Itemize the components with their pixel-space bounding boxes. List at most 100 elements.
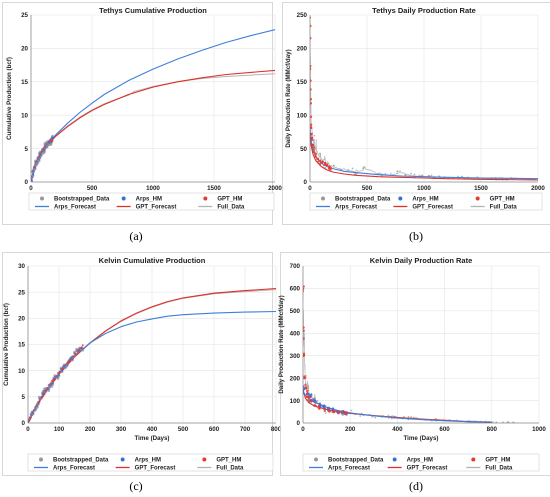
x-tick-label: 500: [178, 426, 189, 433]
x-tick-label: 1000: [532, 426, 546, 433]
bootstrapped-point: [310, 401, 313, 404]
y-tick-label: 15: [18, 342, 25, 349]
arps-hm-point: [51, 382, 54, 385]
gpt-hm-point: [310, 88, 312, 91]
gpt-hm-point: [307, 396, 310, 399]
x-axis-label: Time (Days): [135, 435, 170, 442]
gpt-hm-point: [318, 162, 322, 166]
legend-label: GPT_HM: [485, 458, 510, 464]
legend-marker: [120, 457, 125, 462]
arps-hm-point: [42, 391, 45, 394]
bootstrapped-point: [339, 168, 342, 171]
y-axis-label: Cumulative Production (bcf): [3, 303, 10, 386]
panel-frame: [2, 252, 273, 476]
gpt-hm-point: [43, 393, 46, 396]
gpt-hm-point: [310, 126, 313, 130]
plot-area: [310, 15, 538, 181]
legend-label: Bootstrapped_Data: [54, 197, 110, 203]
legend-label: GPT_HM: [490, 197, 515, 203]
legend-label: GPT_Forecast: [412, 205, 453, 211]
x-tick-label: 600: [209, 426, 220, 433]
panel-caption: (b): [409, 229, 423, 243]
x-tick-label: 200: [85, 426, 96, 433]
chart-title: Tethys Daily Production Rate: [372, 6, 476, 15]
x-tick-label: 800: [271, 426, 282, 433]
bootstrapped-point: [371, 415, 374, 418]
series-line-gpt-forecast: [310, 131, 538, 181]
y-tick-label: 30: [18, 263, 25, 270]
bootstrapped-point: [410, 172, 412, 175]
bootstrapped-point: [374, 416, 377, 419]
legend-label: GPT_Forecast: [407, 466, 448, 472]
chart-title: Kelvin Cumulative Production: [99, 256, 206, 265]
panel-frame: [282, 2, 550, 225]
arps-hm-point: [303, 391, 305, 395]
gpt-hm-point: [28, 420, 31, 423]
y-axis-label: Daily Production Rate (MMcf/day): [278, 295, 285, 393]
arps-hm-point: [51, 136, 54, 139]
gpt-hm-point: [303, 290, 304, 293]
y-tick-label: 5: [22, 394, 26, 401]
bootstrapped-point: [316, 400, 319, 402]
gpt-hm-point: [321, 160, 324, 164]
y-tick-label: 25: [18, 289, 25, 296]
legend: Bootstrapped_Data Arps_HM GPT_HM Arps_Forec…: [27, 453, 274, 472]
gpt-hm-point: [304, 383, 307, 387]
x-axis-label: Time (Days): [404, 435, 439, 442]
y-tick-label: 0: [22, 420, 26, 427]
gpt-hm-point: [310, 16, 312, 19]
gpt-hm-point: [318, 407, 321, 410]
gpt-hm-point: [312, 150, 316, 154]
y-tick-label: 600: [290, 286, 301, 293]
legend-label: GPT_HM: [216, 458, 241, 464]
y-tick-label: 50: [300, 146, 307, 153]
gpt-hm-point: [325, 164, 328, 167]
bootstrapped-point: [390, 417, 393, 420]
bootstrapped-point: [387, 414, 390, 417]
gpt-hm-point: [312, 404, 316, 407]
x-tick-label: 400: [392, 426, 403, 433]
legend-box: [28, 192, 275, 211]
panel-caption: (c): [129, 479, 142, 493]
arps-hm-point: [71, 357, 74, 361]
legend-label: Bootstrapped_Data: [328, 458, 384, 464]
bootstrapped-point: [353, 173, 356, 175]
y-tick-label: 250: [297, 12, 308, 19]
legend-label: Bootstrapped_Data: [53, 458, 109, 464]
legend-marker: [314, 457, 318, 462]
gpt-hm-point: [323, 161, 327, 165]
y-tick-label: 15: [21, 79, 28, 86]
chart-title: Tethys Cumulative Production: [99, 6, 207, 15]
gpt-hm-point: [305, 387, 308, 390]
gpt-hm-point: [332, 411, 335, 414]
x-tick-label: 1000: [146, 185, 160, 192]
bootstrapped-point: [407, 415, 410, 418]
gpt-hm-point: [303, 337, 305, 340]
gpt-hm-point: [310, 98, 313, 101]
y-tick-label: 400: [290, 330, 301, 337]
arps-hm-point: [32, 412, 35, 415]
y-tick-label: 0: [25, 179, 29, 186]
bootstrapped-point: [507, 421, 510, 423]
plot-area: [303, 285, 515, 423]
bootstrapped-point: [332, 164, 335, 167]
y-tick-label: 100: [297, 112, 308, 119]
bootstrapped-point: [324, 412, 327, 414]
x-tick-label: 800: [487, 426, 498, 433]
gpt-hm-point: [316, 157, 319, 160]
gpt-hm-point: [329, 168, 332, 171]
chart-d: Kelvin Daily Production Rate 0 200 400 600 80…: [278, 252, 550, 493]
gpt-hm-point: [310, 64, 312, 68]
bootstrapped-point: [378, 172, 381, 175]
gpt-hm-point: [303, 329, 305, 332]
x-tick-label: 700: [240, 426, 251, 433]
gpt-hm-point: [303, 326, 305, 329]
gpt-hm-point: [309, 399, 313, 403]
gpt-hm-point: [78, 349, 81, 352]
gpt-hm-point: [303, 353, 306, 357]
gpt-hm-point: [310, 102, 313, 105]
bootstrapped-point: [421, 174, 424, 177]
legend-marker: [203, 196, 208, 201]
gpt-hm-point: [310, 79, 312, 82]
